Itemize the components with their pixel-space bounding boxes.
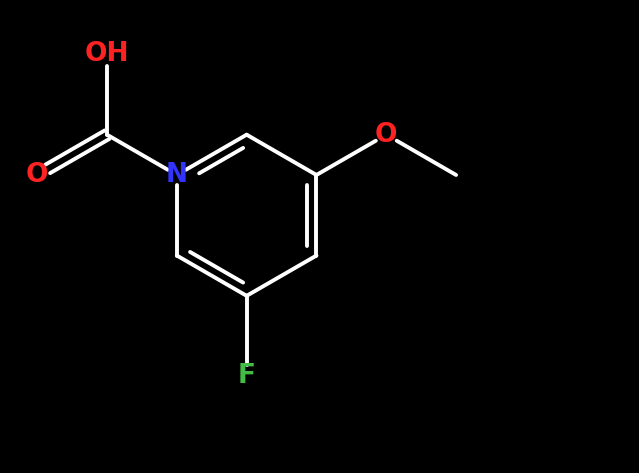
Text: OH: OH <box>85 41 129 67</box>
Text: F: F <box>238 363 256 389</box>
Text: O: O <box>26 162 49 188</box>
Text: O: O <box>375 122 397 148</box>
Text: N: N <box>166 162 188 188</box>
